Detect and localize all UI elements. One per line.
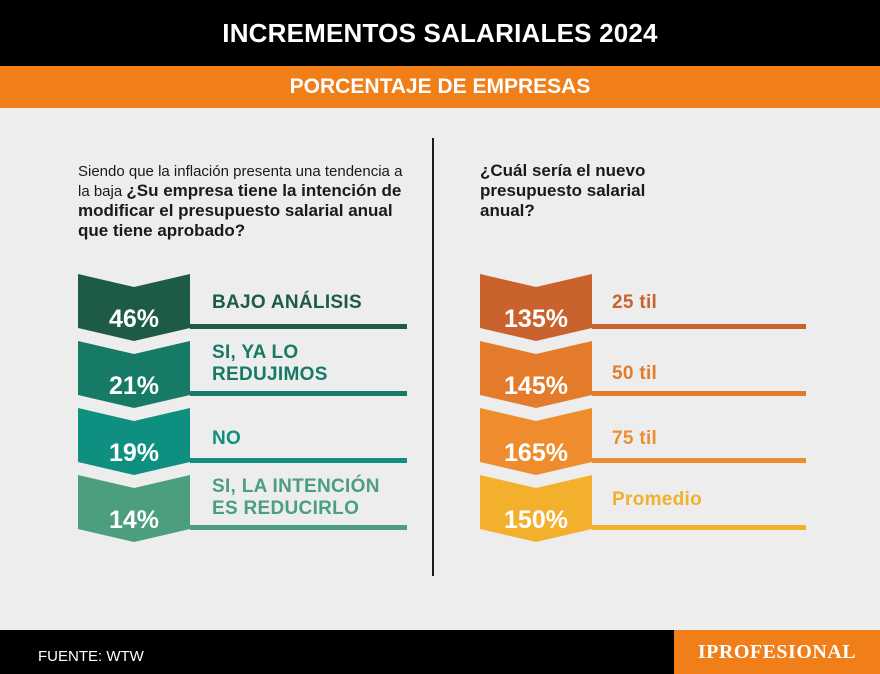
underline (592, 391, 806, 396)
category-label: NO (212, 428, 242, 449)
chevron-bar: 145% (480, 341, 592, 408)
chevron-bar: 135% (480, 274, 592, 341)
underline (592, 525, 806, 530)
underline (190, 391, 407, 396)
left-question-plain: Siendo que la inflación presenta una ten… (78, 163, 403, 200)
right-question: ¿Cuál sería el nuevo presupuesto salaria… (480, 161, 646, 220)
left-question-bold: ¿Su empresa tiene la intención de modifi… (78, 181, 402, 240)
chevron-bar: 19% (78, 408, 190, 475)
chart-subtitle: PORCENTAJE DE EMPRESAS (0, 66, 880, 108)
chevron-bar: 150% (480, 475, 592, 542)
column-divider (432, 138, 434, 576)
category-label: SI, YA LO REDUJIMOS (212, 342, 328, 385)
chevron-bar: 46% (78, 274, 190, 341)
category-label: BAJO ANÁLISIS (212, 292, 362, 313)
category-label: 50 til (612, 363, 658, 384)
category-label: 75 til (612, 428, 658, 449)
left-question: Siendo que la inflación presenta una ten… (78, 162, 418, 241)
category-label: Promedio (612, 489, 703, 510)
category-label: SI, LA INTENCIÓN ES REDUCIRLO (212, 476, 380, 519)
category-label: 25 til (612, 292, 658, 313)
brand-logo: IPROFESIONAL (674, 630, 880, 674)
underline (190, 525, 407, 530)
underline (592, 458, 806, 463)
underline (190, 458, 407, 463)
chart-title: INCREMENTOS SALARIALES 2024 (0, 0, 880, 66)
underline (592, 324, 806, 329)
source-label: FUENTE: WTW (38, 648, 144, 665)
chevron-bar: 21% (78, 341, 190, 408)
chevron-bar: 14% (78, 475, 190, 542)
underline (190, 324, 407, 329)
chevron-bar: 165% (480, 408, 592, 475)
